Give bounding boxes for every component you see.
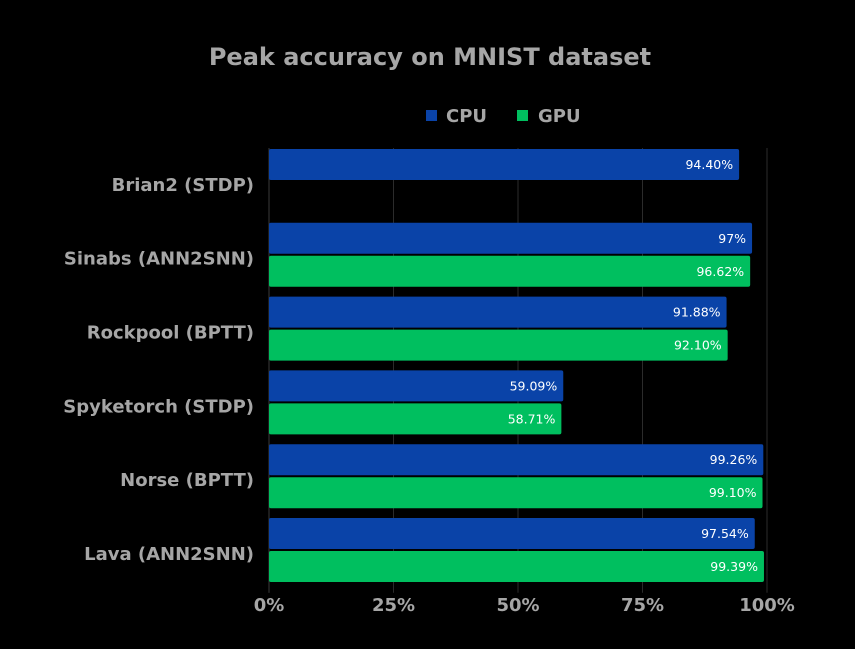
- category-label: Lava (ANN2SNN): [84, 544, 254, 565]
- legend-label-cpu: CPU: [446, 106, 487, 127]
- data-label: 97%: [718, 231, 746, 246]
- x-tick-label: 100%: [739, 595, 795, 616]
- bar-gpu: [269, 403, 562, 435]
- bar-cpu: [269, 370, 564, 402]
- legend-swatch-cpu: [426, 110, 437, 121]
- category-label: Spyketorch (STDP): [63, 396, 254, 417]
- data-label: 59.09%: [510, 378, 558, 393]
- x-tick-label: 25%: [372, 595, 415, 616]
- data-label: 99.39%: [710, 559, 758, 574]
- x-axis-tick-labels: 0% 25% 50% 75% 100%: [254, 595, 795, 616]
- category-label: Rockpool (BPTT): [87, 323, 254, 344]
- bar-gpu: [269, 551, 764, 582]
- category-labels: Brian2 (STDP) Sinabs (ANN2SNN) Rockpool (B…: [63, 175, 254, 565]
- bar-gpu: [269, 255, 751, 287]
- bars: 94.40% 97% 96.62% 91.88% 92.10% 59.09% 58.71% 9…: [269, 149, 764, 582]
- data-label: 91.88%: [673, 305, 721, 320]
- data-label: 94.40%: [685, 157, 733, 172]
- data-label: 92.10%: [674, 338, 722, 353]
- category-label: Sinabs (ANN2SNN): [64, 249, 254, 270]
- bar-cpu: [269, 518, 755, 549]
- x-tick-label: 50%: [496, 595, 539, 616]
- data-label: 99.10%: [709, 485, 757, 500]
- chart-title: Peak accuracy on MNIST dataset: [209, 43, 651, 71]
- bar-cpu: [269, 222, 753, 254]
- bar-cpu: [269, 444, 764, 476]
- data-label: 58.71%: [508, 411, 556, 426]
- bar-cpu: [269, 149, 740, 180]
- legend-swatch-gpu: [517, 110, 528, 121]
- data-label: 97.54%: [701, 526, 749, 541]
- bar-gpu: [269, 477, 763, 509]
- data-label: 96.62%: [696, 264, 744, 279]
- legend: CPU GPU: [426, 106, 581, 127]
- x-tick-label: 75%: [621, 595, 664, 616]
- category-label: Norse (BPTT): [120, 470, 254, 491]
- legend-label-gpu: GPU: [538, 106, 581, 127]
- data-label: 99.26%: [710, 452, 758, 467]
- x-tick-label: 0%: [254, 595, 285, 616]
- bar-cpu: [269, 296, 727, 328]
- bar-gpu: [269, 329, 728, 361]
- category-label: Brian2 (STDP): [112, 175, 254, 196]
